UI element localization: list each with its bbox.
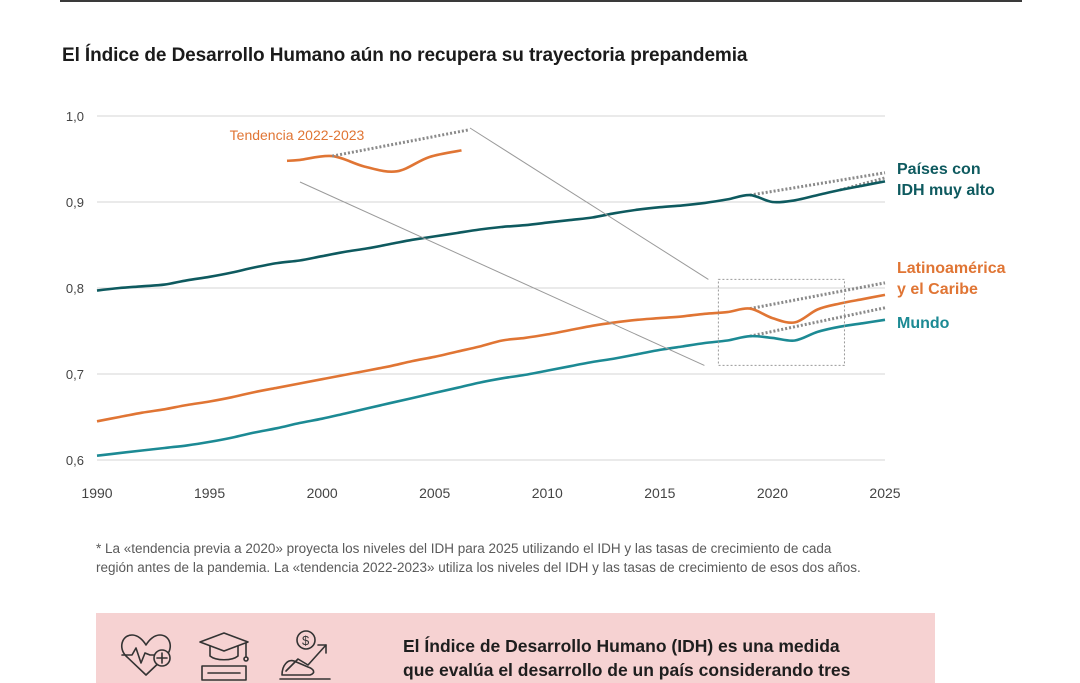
y-tick-label: 1,0 — [66, 109, 84, 124]
inset-focus-box — [717, 278, 845, 366]
series-line — [96, 293, 886, 423]
inset-trend-line — [331, 128, 469, 158]
trend-line — [749, 306, 886, 338]
heart-pulse-plus-icon — [120, 634, 172, 676]
money-growth-icon: $ — [279, 630, 331, 680]
x-tick-label: 2000 — [307, 485, 338, 501]
x-tick-label: 2015 — [644, 485, 675, 501]
series-label: Países con — [897, 161, 981, 178]
trend-line — [749, 171, 886, 197]
top-rule — [60, 0, 1022, 2]
inset-series-line — [286, 149, 462, 173]
series-label: Latinoamérica — [897, 260, 1006, 277]
connector-line — [299, 181, 705, 366]
x-tick-label: 2020 — [757, 485, 788, 501]
info-line: El Índice de Desarrollo Humano (IDH) es … — [403, 636, 840, 656]
info-icons: $ — [120, 630, 331, 681]
info-box: $ El Índice de Desarrollo Humano (IDH) e… — [96, 613, 935, 683]
series-label: Mundo — [897, 315, 950, 332]
chart-title: El Índice de Desarrollo Humano aún no re… — [62, 45, 748, 66]
graduation-cap-icon — [199, 632, 249, 681]
y-tick-label: 0,8 — [66, 281, 84, 296]
series-line — [96, 180, 886, 292]
y-tick-label: 0,9 — [66, 195, 84, 210]
footnote: * La «tendencia previa a 2020» proyecta … — [96, 539, 976, 577]
svg-text:$: $ — [302, 633, 310, 648]
x-tick-label: 2005 — [419, 485, 450, 501]
connector-line — [469, 127, 709, 280]
y-tick-label: 0,7 — [66, 367, 84, 382]
series-label: y el Caribe — [897, 281, 978, 298]
info-line: que evalúa el desarrollo de un país cons… — [403, 660, 851, 680]
footnote-line: * La «tendencia previa a 2020» proyecta … — [96, 541, 832, 556]
inset-label: Tendencia 2022-2023 — [230, 127, 365, 143]
y-tick-label: 0,6 — [66, 453, 84, 468]
x-tick-label: 2010 — [532, 485, 563, 501]
trend-line — [749, 281, 886, 311]
line-chart: 0,6 0,7 0,8 0,9 1,0 1990 1995 2000 2005 2010 2015 2… — [66, 109, 1006, 501]
x-tick-label: 1995 — [194, 485, 225, 501]
x-tick-label: 1990 — [81, 485, 112, 501]
x-tick-label: 2025 — [869, 485, 900, 501]
series-line — [96, 318, 886, 457]
series-label: IDH muy alto — [897, 182, 995, 199]
footnote-line: región antes de la pandemia. La «tendenc… — [96, 560, 861, 575]
